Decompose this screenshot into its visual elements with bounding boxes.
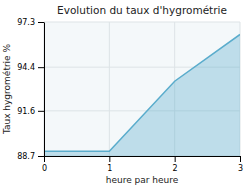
line bbox=[44, 34, 240, 151]
area bbox=[44, 34, 240, 156]
y-axis: 88.7 91.6 94.4 97.3 bbox=[17, 18, 44, 161]
tick: 94.4 bbox=[17, 63, 44, 72]
tick-mark bbox=[44, 156, 45, 162]
tick-mark bbox=[38, 22, 44, 23]
x-axis: 0 1 2 3 bbox=[42, 156, 243, 173]
grid-line-x bbox=[44, 22, 45, 156]
tick-label: 97.3 bbox=[17, 18, 35, 27]
tick: 2 bbox=[173, 156, 178, 173]
tick: 88.7 bbox=[17, 152, 44, 161]
tick-label: 91.6 bbox=[17, 107, 35, 116]
tick: 91.6 bbox=[17, 107, 44, 116]
tick: 1 bbox=[107, 156, 112, 173]
tick-label: 1 bbox=[107, 164, 112, 173]
tick: 97.3 bbox=[17, 18, 44, 27]
tick: 3 bbox=[238, 156, 243, 173]
x-axis-title: heure par heure bbox=[106, 175, 179, 185]
tick-mark bbox=[240, 156, 241, 162]
tick-label: 3 bbox=[238, 164, 243, 173]
tick: 0 bbox=[42, 156, 47, 173]
tick-mark bbox=[38, 111, 44, 112]
title: Evolution du taux d'hygrométrie bbox=[57, 4, 227, 16]
grid bbox=[44, 22, 240, 156]
tick-label: 2 bbox=[173, 164, 178, 173]
axis-domain bbox=[44, 23, 45, 157]
tick-label: 0 bbox=[42, 164, 47, 173]
tick-mark bbox=[175, 156, 176, 162]
plot-background bbox=[44, 22, 240, 156]
y-axis-title: Taux hygrométrie % bbox=[2, 43, 12, 135]
tick-label: 94.4 bbox=[17, 63, 35, 72]
marks bbox=[44, 34, 240, 156]
chart: 0 1 2 3 88.7 91.6 94.4 97.3 Evolution du taux d'… bbox=[0, 0, 250, 188]
plot: 0 1 2 3 88.7 91.6 94.4 97.3 bbox=[17, 18, 243, 173]
tick-mark bbox=[38, 67, 44, 68]
grid-line-y bbox=[44, 22, 240, 23]
tick-mark bbox=[109, 156, 110, 162]
tick-label: 88.7 bbox=[17, 152, 35, 161]
tick-mark bbox=[38, 156, 44, 157]
axis-domain bbox=[45, 156, 241, 157]
grid-line-x bbox=[109, 22, 110, 156]
